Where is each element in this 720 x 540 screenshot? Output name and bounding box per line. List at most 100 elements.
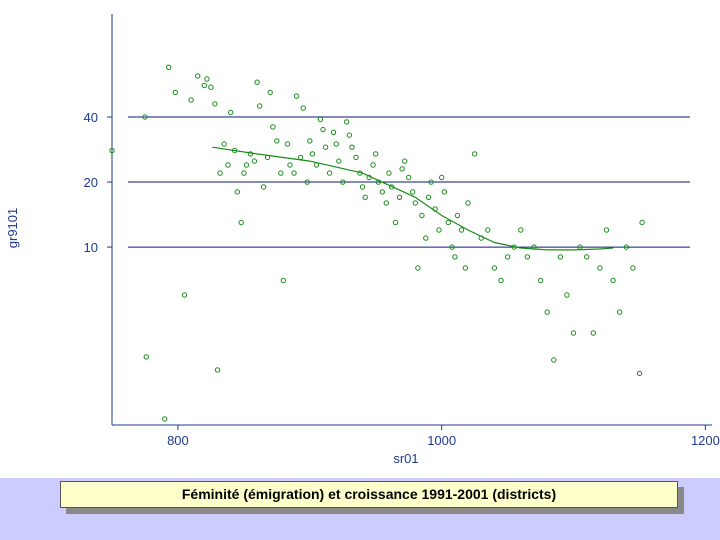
data-point (504, 254, 511, 260)
data-point (217, 170, 223, 176)
data-point (362, 194, 368, 201)
data-point (425, 194, 432, 201)
data-point (396, 194, 403, 201)
data-point (623, 244, 629, 250)
data-point (428, 179, 434, 185)
data-point (344, 119, 350, 125)
data-point (610, 277, 616, 284)
data-point (201, 82, 208, 89)
data-point (392, 219, 399, 226)
data-point (454, 212, 461, 219)
data-point (307, 138, 313, 144)
data-point (333, 141, 339, 147)
data-point (293, 93, 300, 99)
y-tick-label-20: 20 (84, 175, 98, 190)
data-point (326, 170, 333, 176)
data-point (166, 64, 172, 71)
data-point (287, 162, 293, 168)
data-point (557, 254, 564, 260)
y-tick-label-40: 40 (84, 110, 98, 125)
data-point (188, 97, 194, 103)
data-point (370, 162, 376, 168)
data-point (518, 227, 524, 233)
data-point (584, 254, 590, 260)
data-point (260, 184, 267, 190)
data-point (257, 103, 263, 109)
data-point (415, 265, 421, 271)
data-point (570, 330, 577, 336)
data-point (498, 277, 504, 284)
data-point (212, 101, 218, 107)
data-point (243, 162, 250, 168)
data-point (278, 170, 284, 176)
data-point (359, 184, 366, 190)
data-point (228, 109, 234, 116)
data-point (274, 138, 280, 144)
data-point (353, 154, 359, 161)
data-point (172, 89, 179, 96)
data-point (304, 179, 310, 185)
data-point (441, 189, 447, 195)
data-point (373, 151, 379, 157)
data-point (320, 126, 326, 133)
data-point (280, 277, 287, 284)
data-point (208, 84, 214, 90)
data-point (485, 227, 491, 233)
data-point (439, 174, 445, 181)
data-points (109, 64, 645, 422)
data-point (221, 141, 227, 147)
data-point (399, 166, 405, 172)
x-axis-label: sr01 (393, 451, 418, 466)
data-point (419, 212, 425, 219)
x-tick-label-1000: 1000 (427, 433, 456, 448)
data-point (251, 158, 258, 164)
data-point (436, 227, 442, 233)
data-point (225, 162, 231, 168)
data-point (458, 227, 465, 233)
data-point (349, 144, 355, 150)
data-point (590, 330, 596, 336)
data-point (491, 265, 498, 271)
data-point (340, 179, 346, 185)
data-point (330, 129, 337, 136)
data-point (551, 357, 557, 363)
data-point (142, 114, 148, 120)
data-point (462, 265, 469, 271)
x-tick-label-1200: 1200 (691, 433, 720, 448)
data-point (238, 219, 244, 226)
data-point (617, 309, 623, 315)
data-point (544, 309, 550, 315)
data-point (423, 235, 429, 241)
data-point (639, 219, 645, 226)
data-point (241, 170, 247, 176)
data-point (181, 292, 188, 298)
data-point (300, 105, 306, 111)
data-point (297, 154, 304, 161)
data-point (195, 73, 201, 79)
ticks: 10 20 40 800 1000 1200 (84, 110, 720, 448)
data-point (322, 144, 329, 150)
data-point (247, 151, 254, 157)
data-point (204, 76, 210, 82)
data-point (445, 219, 451, 226)
data-point (336, 158, 342, 164)
data-point (346, 132, 353, 138)
data-point (537, 277, 544, 284)
gridlines (128, 116, 690, 248)
data-point (284, 141, 291, 147)
data-point (143, 354, 150, 360)
data-point (214, 367, 221, 373)
data-point (309, 151, 316, 157)
data-point (636, 370, 643, 377)
smooth-line (212, 146, 614, 251)
data-point (267, 89, 273, 96)
data-point (524, 254, 531, 260)
data-point (402, 158, 408, 164)
data-point (564, 292, 570, 298)
data-point (630, 265, 636, 271)
data-point (603, 227, 610, 233)
axes (111, 14, 712, 426)
data-point (410, 189, 416, 195)
data-point (162, 416, 168, 422)
data-point (412, 200, 418, 206)
